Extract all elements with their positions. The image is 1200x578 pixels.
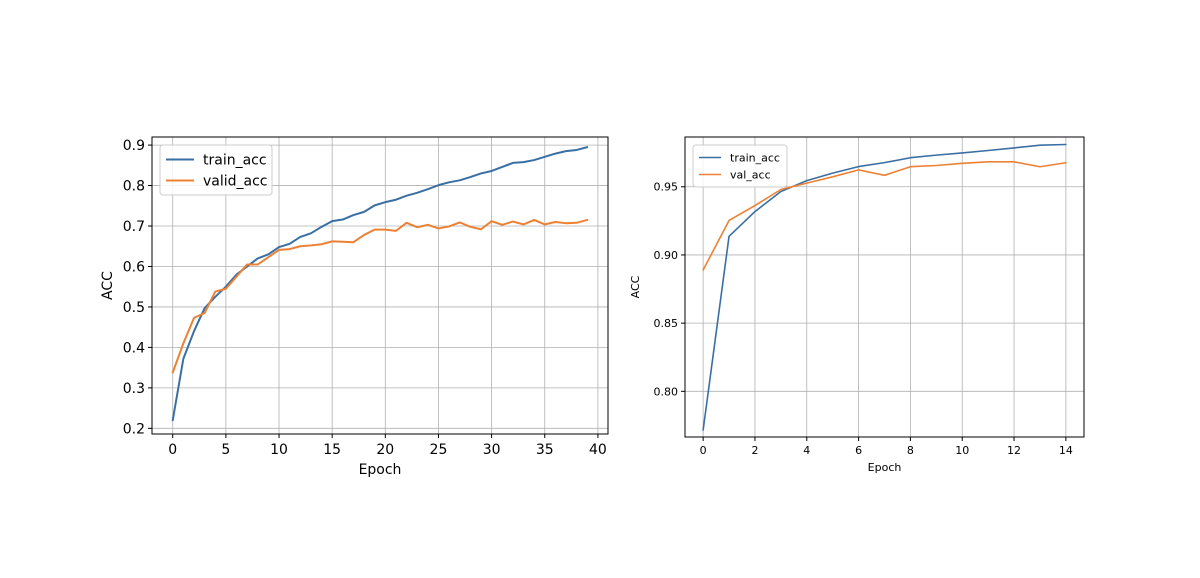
y-tick-label: 0.90	[654, 249, 679, 262]
x-tick-label: 40	[589, 442, 607, 458]
series-line-val_acc	[702, 161, 1067, 271]
x-tick-label: 2	[751, 444, 758, 457]
y-tick-label: 0.8	[123, 179, 145, 195]
x-axis-label: Epoch	[868, 461, 902, 474]
series-group	[171, 146, 589, 422]
x-tick-label: 30	[483, 442, 501, 458]
y-axis-label: ACC	[629, 275, 642, 298]
y-tick-label: 0.9	[123, 138, 145, 154]
y-tick-label: 0.95	[654, 181, 679, 194]
legend-label-train_acc: train_acc	[203, 153, 267, 169]
x-tick-label: 14	[1059, 444, 1073, 457]
legend-box	[159, 144, 273, 196]
x-ticks: 0 2 4 6 8 10 12 14	[700, 437, 1073, 457]
legend: train_acc val_acc	[692, 144, 788, 188]
x-tick-label: 20	[376, 442, 394, 458]
grid	[152, 137, 608, 434]
y-tick-label: 0.80	[654, 385, 679, 398]
y-axis-label: ACC	[100, 271, 116, 300]
x-axis-label: Epoch	[359, 462, 402, 478]
y-ticks: 0.80 0.85 0.90 0.95	[654, 181, 685, 398]
legend-label-val_acc: val_acc	[730, 168, 771, 181]
series-line-train_acc	[702, 143, 1067, 431]
series-group	[702, 143, 1067, 431]
legend-label-train_acc: train_acc	[730, 151, 780, 164]
x-ticks: 0 5 10 15 20 25 30 35 40	[168, 434, 607, 458]
x-tick-label: 6	[855, 444, 862, 457]
x-tick-label: 12	[1007, 444, 1021, 457]
legend-label-valid_acc: valid_acc	[203, 174, 268, 190]
x-tick-label: 0	[168, 442, 177, 458]
x-tick-label: 25	[430, 442, 448, 458]
chart-left: 0 5 10 15 20 25 30 35 40 0.2 0.3 0.4 0.5 0.6 0.7 0.8 0.9…	[100, 136, 609, 478]
chart-right: 0 2 4 6 8 10 12 14 0.80 0.85 0.90 0.95 Epoch ACC train…	[629, 136, 1085, 474]
x-tick-label: 10	[955, 444, 969, 457]
y-tick-label: 0.3	[123, 381, 145, 397]
x-tick-label: 10	[270, 442, 288, 458]
x-tick-label: 15	[323, 442, 341, 458]
plot-frame	[151, 136, 609, 435]
x-tick-label: 5	[221, 442, 230, 458]
y-tick-label: 0.7	[123, 219, 145, 235]
legend-box	[692, 144, 788, 188]
x-tick-label: 0	[700, 444, 707, 457]
x-tick-label: 4	[803, 444, 810, 457]
y-tick-label: 0.2	[123, 421, 145, 437]
legend: train_acc valid_acc	[159, 144, 273, 196]
y-tick-label: 0.4	[123, 340, 145, 356]
series-line-valid_acc	[171, 218, 589, 374]
plot-frame	[684, 136, 1085, 438]
y-ticks: 0.2 0.3 0.4 0.5 0.6 0.7 0.8 0.9	[123, 138, 152, 437]
x-tick-label: 8	[907, 444, 914, 457]
y-tick-label: 0.85	[654, 317, 679, 330]
y-tick-label: 0.6	[123, 260, 145, 276]
y-tick-label: 0.5	[123, 300, 145, 316]
x-tick-label: 35	[536, 442, 554, 458]
